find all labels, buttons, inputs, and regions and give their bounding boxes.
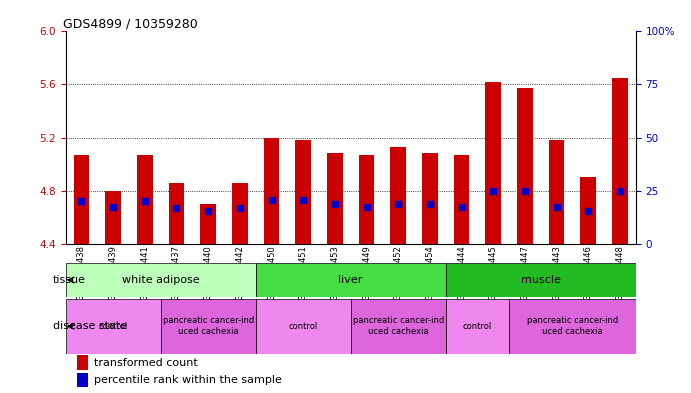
Bar	[66, 263, 256, 297]
Point	[520, 187, 531, 194]
Bar	[295, 140, 311, 244]
Point	[551, 204, 562, 210]
Point	[171, 205, 182, 211]
Bar	[580, 177, 596, 244]
Point	[330, 201, 341, 207]
Text: white adipose: white adipose	[122, 275, 200, 285]
Bar	[359, 155, 375, 244]
Bar	[137, 155, 153, 244]
Text: liver: liver	[339, 275, 363, 285]
Point	[202, 208, 214, 214]
Text: GDS4899 / 10359280: GDS4899 / 10359280	[63, 17, 198, 30]
Point	[234, 205, 245, 211]
Text: disease state: disease state	[53, 321, 127, 331]
Text: pancreatic cancer-ind
uced cachexia: pancreatic cancer-ind uced cachexia	[162, 316, 254, 336]
Point	[488, 187, 499, 194]
Point	[456, 204, 467, 210]
Bar	[327, 153, 343, 244]
Bar	[200, 204, 216, 244]
Point	[140, 198, 151, 204]
Bar	[73, 155, 89, 244]
Bar	[453, 155, 469, 244]
Bar	[160, 299, 256, 354]
Bar	[232, 183, 248, 244]
Point	[424, 201, 435, 207]
Bar	[350, 299, 446, 354]
Bar	[422, 153, 438, 244]
Text: tissue: tissue	[53, 275, 86, 285]
Bar	[446, 263, 636, 297]
Bar	[256, 299, 350, 354]
Text: percentile rank within the sample: percentile rank within the sample	[94, 375, 282, 385]
Text: control: control	[289, 322, 318, 331]
Text: pancreatic cancer-ind
uced cachexia: pancreatic cancer-ind uced cachexia	[352, 316, 444, 336]
Bar	[390, 147, 406, 244]
Bar	[509, 299, 636, 354]
Bar	[77, 373, 88, 387]
Text: pancreatic cancer-ind
uced cachexia: pancreatic cancer-ind uced cachexia	[527, 316, 618, 336]
Point	[361, 204, 372, 210]
Point	[614, 187, 625, 194]
Bar	[263, 138, 279, 244]
Text: transformed count: transformed count	[94, 358, 198, 367]
Text: control: control	[463, 322, 492, 331]
Bar	[105, 191, 121, 244]
Point	[298, 197, 309, 203]
Bar	[549, 140, 565, 244]
Bar	[169, 183, 184, 244]
Bar	[612, 78, 628, 244]
Bar	[77, 355, 88, 369]
Point	[392, 201, 404, 207]
Bar	[517, 88, 533, 244]
Bar	[485, 82, 501, 244]
Point	[76, 198, 87, 204]
Point	[108, 204, 119, 210]
Point	[266, 197, 277, 203]
Bar	[256, 263, 446, 297]
Text: muscle: muscle	[521, 275, 560, 285]
Bar	[446, 299, 509, 354]
Text: control: control	[99, 322, 128, 331]
Point	[583, 208, 594, 214]
Bar	[66, 299, 160, 354]
